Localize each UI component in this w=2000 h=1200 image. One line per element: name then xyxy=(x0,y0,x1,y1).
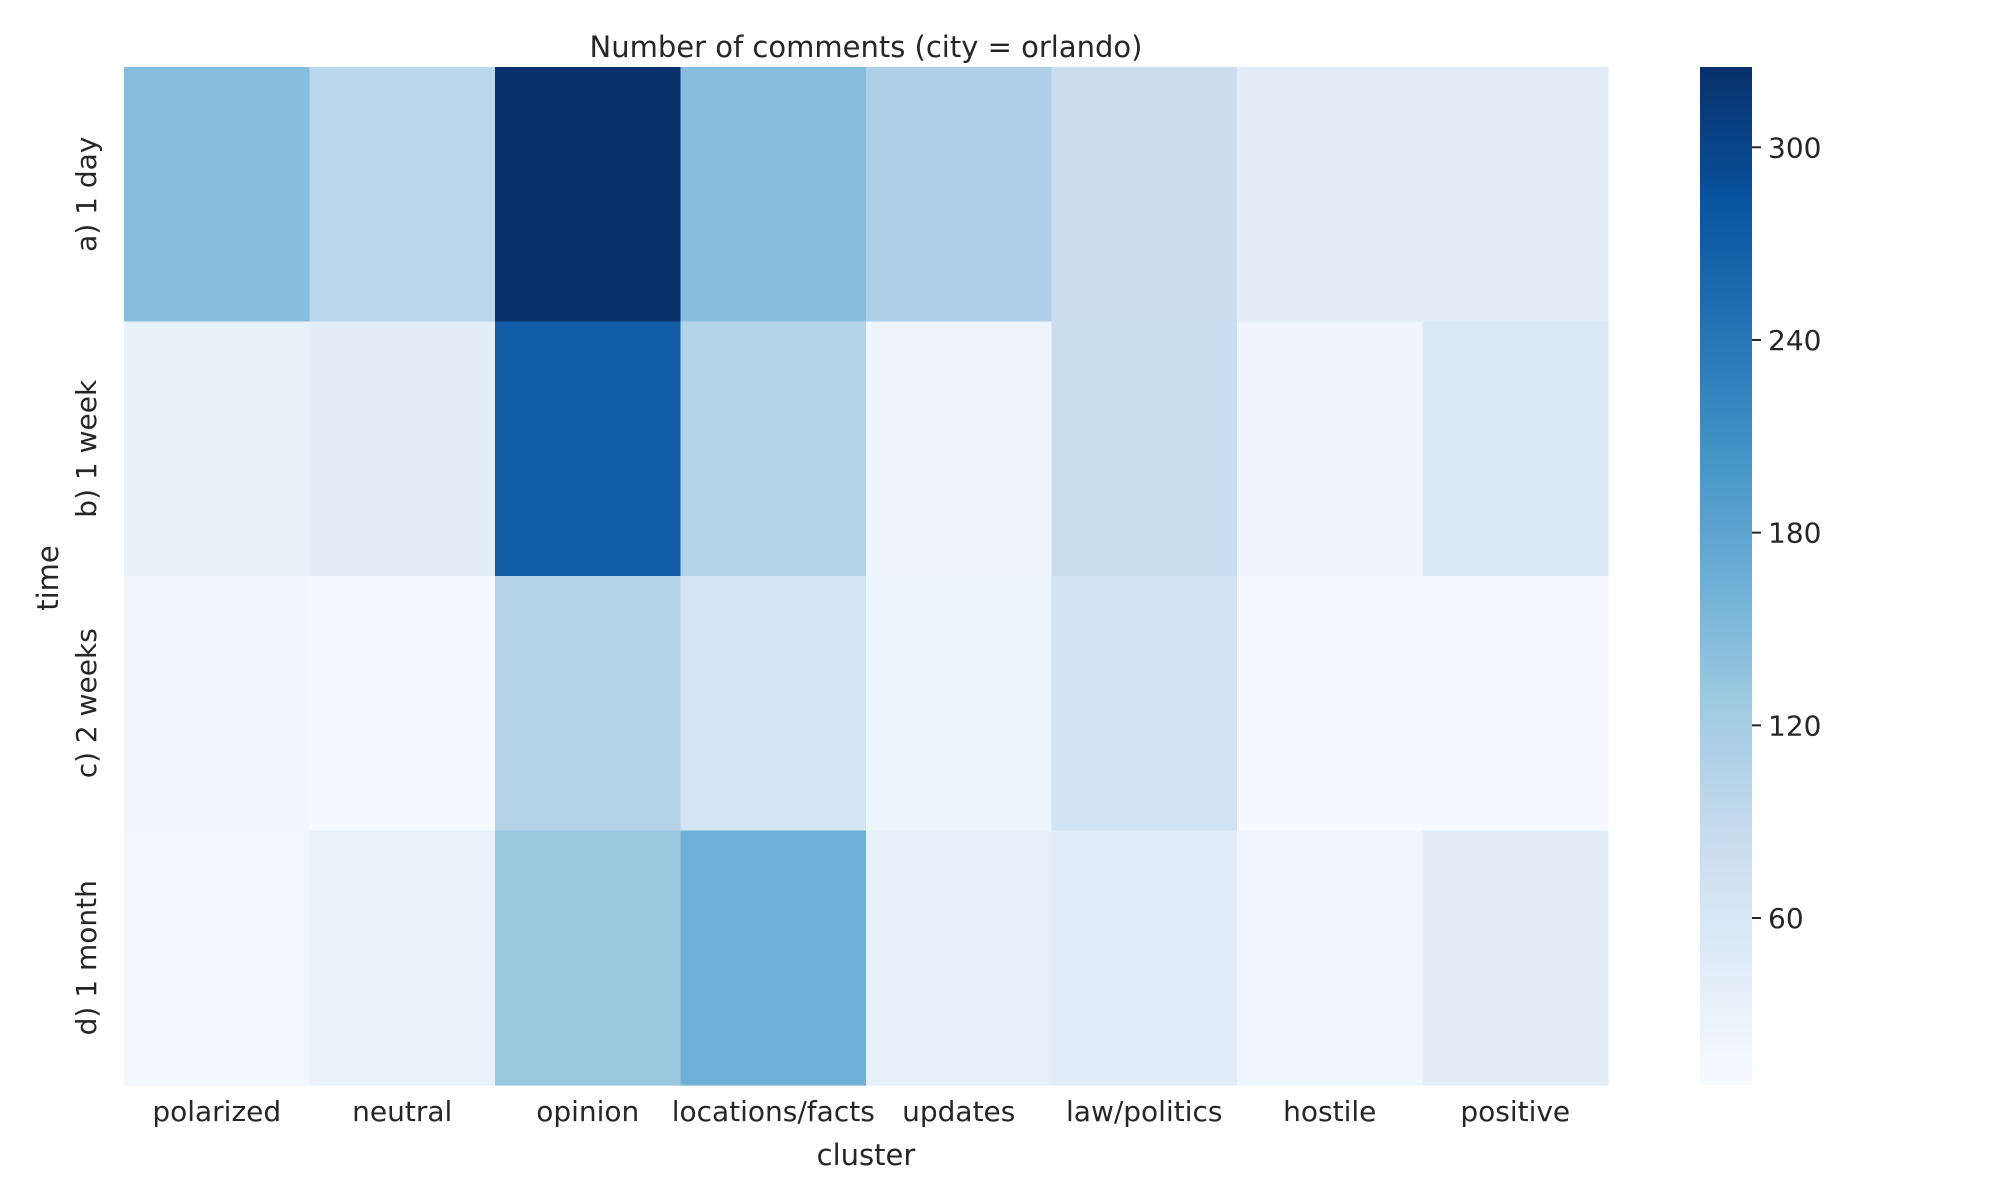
heatmap-cell xyxy=(124,576,311,832)
heatmap-cell xyxy=(866,67,1053,323)
heatmap-cell xyxy=(124,321,311,577)
colorbar-tick-label: 180 xyxy=(1768,517,1821,550)
heatmap-cell xyxy=(1051,830,1238,1086)
colorbar-tick-label: 240 xyxy=(1768,324,1821,357)
heatmap-cell xyxy=(1422,576,1609,832)
heatmap-cell xyxy=(124,830,311,1086)
heatmap-cell xyxy=(1051,576,1238,832)
x-tick-label: law/politics xyxy=(1066,1095,1222,1128)
y-tick-label: d) 1 month xyxy=(70,880,103,1035)
y-axis-label: time xyxy=(31,545,65,611)
heatmap-cell xyxy=(309,321,496,577)
heatmap-cell xyxy=(866,830,1053,1086)
x-tick-label: locations/facts xyxy=(672,1095,875,1128)
heatmap-cell xyxy=(1237,67,1424,323)
heatmap-cell xyxy=(309,576,496,832)
x-tick-label: positive xyxy=(1460,1095,1570,1128)
heatmap-cell xyxy=(495,576,682,832)
x-tick-label: updates xyxy=(902,1095,1015,1128)
heatmap-cell xyxy=(309,830,496,1086)
heatmap-cell xyxy=(1051,67,1238,323)
heatmap-cell xyxy=(309,67,496,323)
y-tick-labels: a) 1 day b) 1 week c) 2 weeks d) 1 month xyxy=(70,137,103,1036)
heatmap-cell xyxy=(1422,321,1609,577)
colorbar: 60 120 180 240 300 xyxy=(1700,67,1821,1085)
y-tick-label: b) 1 week xyxy=(70,379,103,518)
x-tick-label: neutral xyxy=(352,1095,452,1128)
heatmap-cell xyxy=(1237,576,1424,832)
heatmap-cell xyxy=(495,67,682,323)
x-tick-label: polarized xyxy=(152,1095,281,1128)
heatmap-cell xyxy=(1051,321,1238,577)
heatmap-cell xyxy=(1422,830,1609,1086)
y-tick-label: a) 1 day xyxy=(70,137,103,252)
heatmap-cell xyxy=(1422,67,1609,323)
heatmap-cell xyxy=(680,830,867,1086)
colorbar-tick-label: 120 xyxy=(1768,709,1821,742)
colorbar-tick-label: 60 xyxy=(1768,902,1804,935)
x-tick-label: hostile xyxy=(1283,1095,1376,1128)
colorbar-tick-label: 300 xyxy=(1768,131,1821,164)
heatmap-cell xyxy=(680,576,867,832)
x-tick-labels: polarized neutral opinion locations/facts up… xyxy=(152,1095,1570,1128)
heatmap-cell xyxy=(866,321,1053,577)
chart-title: Number of comments (city = orlando) xyxy=(590,30,1143,64)
heatmap-cell xyxy=(1237,321,1424,577)
heatmap-cell xyxy=(495,830,682,1086)
y-tick-label: c) 2 weeks xyxy=(70,628,103,778)
x-axis-label: cluster xyxy=(817,1138,916,1172)
colorbar-gradient xyxy=(1700,67,1752,1085)
heatmap-cell xyxy=(866,576,1053,832)
heatmap-cell xyxy=(680,321,867,577)
heatmap-cell xyxy=(124,67,311,323)
heatmap-cell xyxy=(1237,830,1424,1086)
heatmap-cell xyxy=(495,321,682,577)
heatmap-cell xyxy=(680,67,867,323)
heatmap-cells xyxy=(124,67,1609,1086)
x-tick-label: opinion xyxy=(536,1095,639,1128)
